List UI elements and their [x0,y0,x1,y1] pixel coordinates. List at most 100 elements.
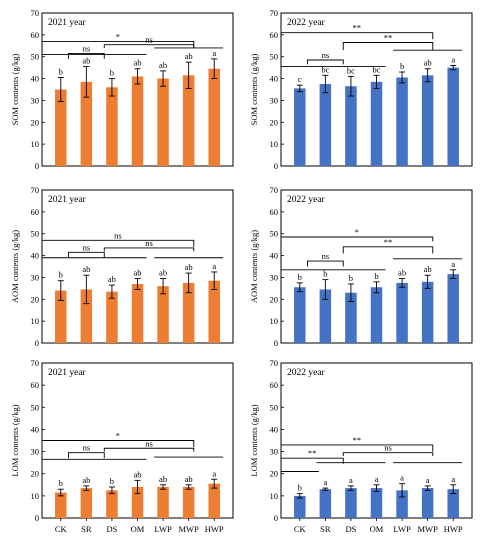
bar [157,78,169,166]
y-tick-label: 10 [270,316,279,326]
comparison-bracket [103,44,195,48]
bar [370,81,383,166]
bar [319,84,332,166]
bar [80,289,93,343]
panel-title: 2022 year [287,18,326,28]
bar [182,75,195,166]
chart-panel-3: 0 10 20 30 40 50 60 70 AOM contents (g/kg) 2021 y… [10,185,234,348]
y-tick-label: 30 [31,447,40,457]
bar [319,289,332,343]
significance-letter: ab [133,469,141,479]
comparison-label: ** [353,23,362,33]
y-tick-label: 50 [31,229,40,239]
y-tick-label: 60 [31,380,40,390]
y-tick-label: 70 [31,8,40,18]
comparison-label: ns [83,242,91,252]
bar [447,274,459,343]
significance-letter: a [212,48,216,58]
panel-title: 2022 year [287,195,326,205]
significance-letter: a [212,468,216,478]
bar [55,89,67,166]
significance-letter: ab [185,262,193,272]
bar [55,492,67,518]
y-tick-label: 70 [270,358,279,368]
x-tick-label: CK [294,524,307,534]
y-tick-label: 10 [31,491,40,501]
bar [421,488,434,518]
y-tick-label: 50 [31,52,40,62]
y-tick-label: 40 [270,251,279,261]
y-axis-label: SOM contents (g/kg) [249,53,259,125]
y-tick-label: 0 [35,513,39,523]
y-tick-label: 0 [274,161,278,171]
y-axis-label: LOM contents (g/kg) [10,404,20,476]
bar [370,287,383,343]
y-tick-label: 20 [270,294,279,304]
comparison-label: ns [83,43,91,53]
comparison-label: * [116,31,120,41]
significance-letter: c [298,74,302,84]
comparison-bracket [68,52,105,59]
y-tick-label: 20 [31,117,40,127]
significance-letter: ab [185,474,193,484]
y-tick-label: 10 [270,139,279,149]
chart-panel-6: 0 10 20 30 40 50 60 70 LOM contents (g/kg) 2022 y… [249,358,473,534]
comparison-label: ns [114,230,122,240]
bar [80,488,93,518]
comparison-label: ** [353,435,362,445]
bar [345,86,357,166]
panel-title: 2021 year [48,195,87,205]
x-tick-label: LWP [154,524,172,534]
significance-letter: a [212,261,216,271]
bar [80,81,93,166]
bar [447,489,459,518]
bar [55,290,67,343]
significance-letter: a [349,475,353,485]
y-tick-label: 50 [270,52,279,62]
significance-letter: a [400,473,404,483]
x-tick-label: LWP [393,524,411,534]
y-tick-label: 30 [31,272,40,282]
significance-letter: ab [159,60,167,70]
y-tick-label: 0 [35,161,39,171]
y-axis-label: AOM contents (g/kg) [10,230,20,303]
significance-letter: ab [82,264,90,274]
comparison-bracket [103,247,195,252]
bar [396,282,408,343]
significance-letter: b [374,271,378,281]
y-tick-label: 10 [31,139,40,149]
comparison-label: ns [83,443,91,453]
comparison-label: ** [384,237,393,247]
bar [319,489,332,518]
comparison-bracket [342,246,434,254]
comparison-bracket [307,260,344,267]
y-tick-label: 20 [270,117,279,127]
significance-letter: bc [347,65,355,75]
y-tick-label: 40 [270,424,279,434]
significance-letter: ab [398,268,406,278]
y-tick-label: 10 [31,316,40,326]
y-tick-label: 0 [35,338,39,348]
significance-letter: b [323,269,327,279]
y-tick-label: 10 [270,491,279,501]
x-tick-label: HWP [444,524,463,534]
y-tick-label: 20 [31,469,40,479]
y-tick-label: 70 [270,185,279,195]
x-tick-label: OM [131,524,145,534]
panel-title: 2021 year [48,18,87,28]
comparison-bracket [68,251,105,258]
comparison-label: ** [384,33,393,43]
y-tick-label: 70 [270,8,279,18]
y-tick-label: 40 [31,74,40,84]
bar [106,490,118,518]
comparison-label: ** [308,448,317,458]
significance-letter: a [375,474,379,484]
significance-letter: bc [321,64,329,74]
bar [182,487,195,518]
significance-letter: b [59,478,63,488]
y-tick-label: 0 [274,513,278,523]
bar [131,283,144,343]
chart-panel-5: 0 10 20 30 40 50 60 70 LOM contents (g/kg) 2021 y… [10,358,234,534]
bar [131,76,144,166]
